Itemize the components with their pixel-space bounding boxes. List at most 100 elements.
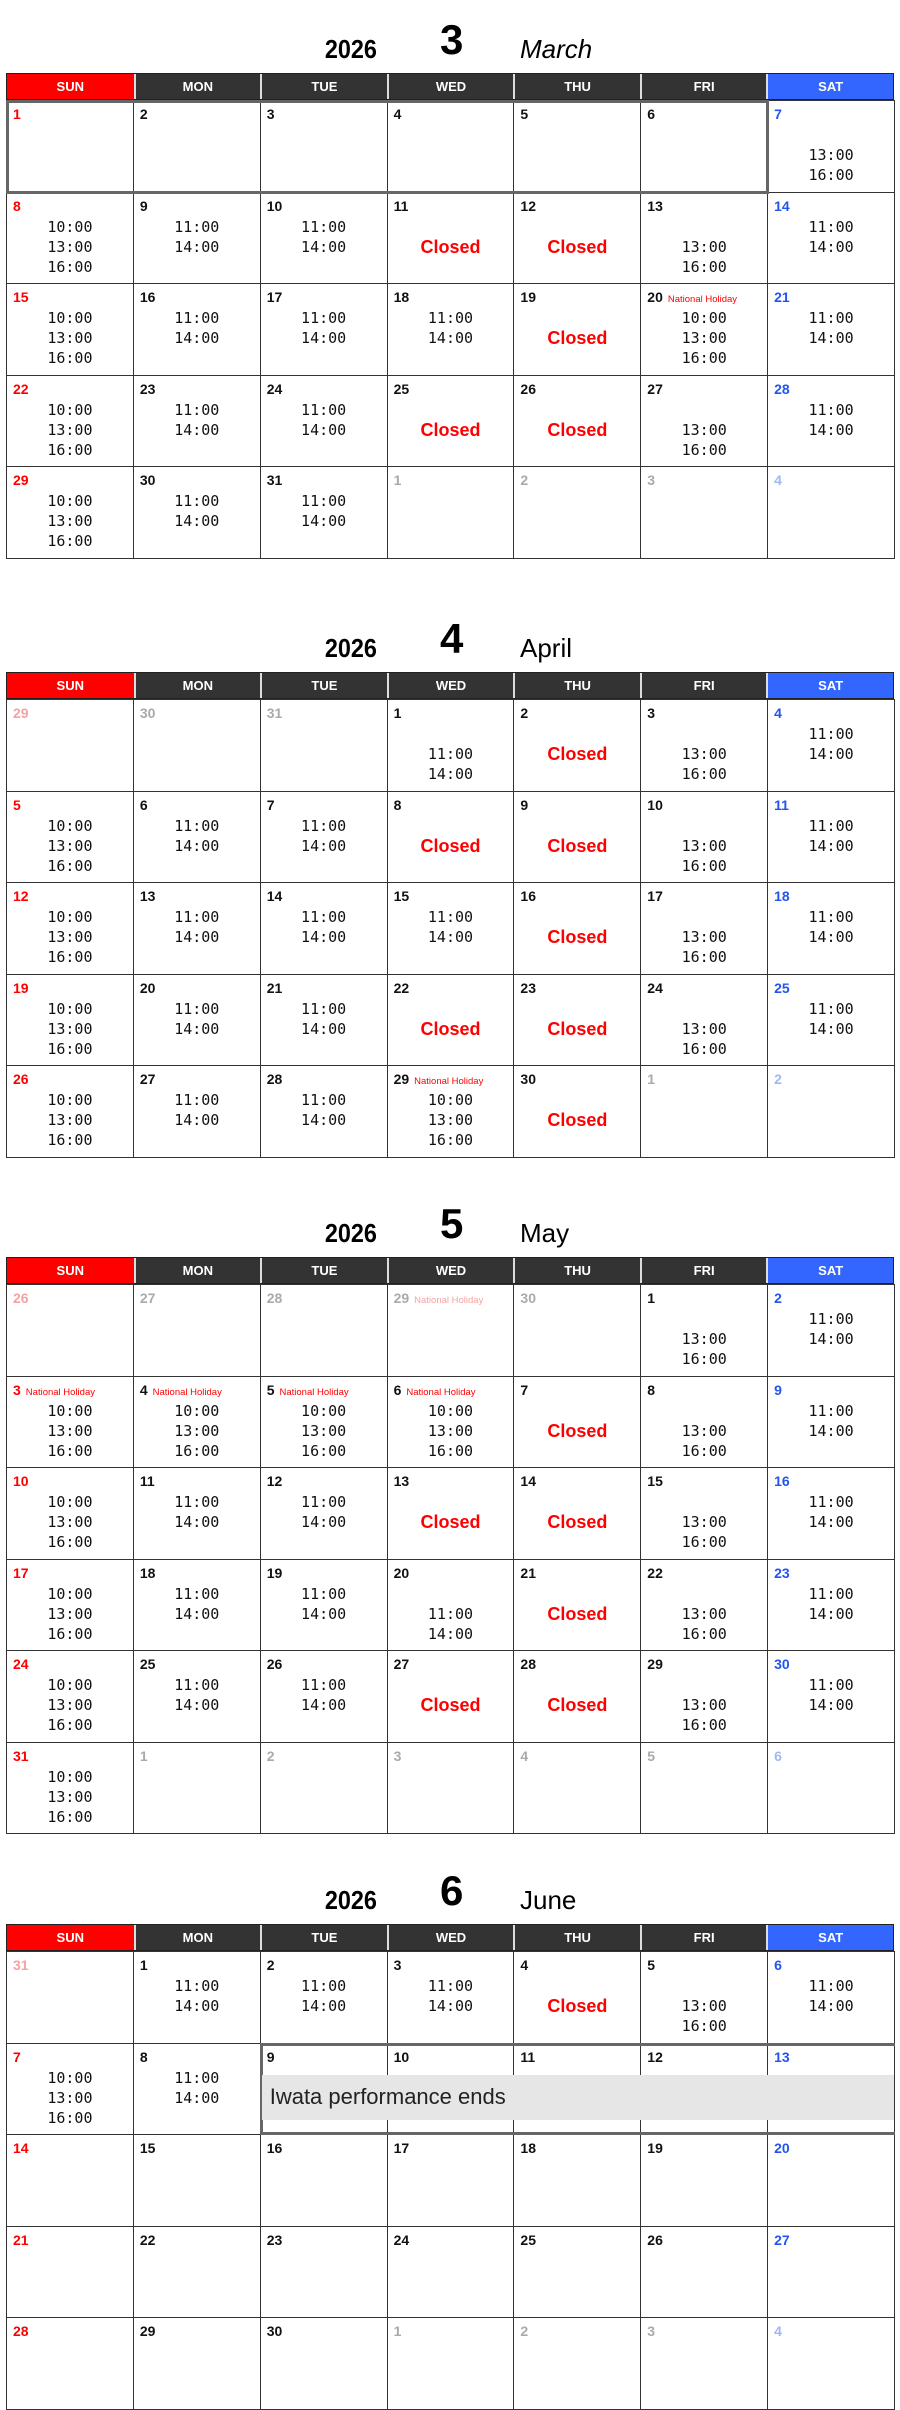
- day-cell[interactable]: 26 11:00 14:00: [260, 1651, 388, 1743]
- time-slot[interactable]: 11:00: [301, 999, 347, 1018]
- day-cell[interactable]: 28 11:00 14:00: [260, 1066, 388, 1158]
- time-slot[interactable]: 16:00: [47, 257, 93, 276]
- day-cell[interactable]: 3: [641, 467, 769, 559]
- day-cell[interactable]: 21: [7, 2226, 134, 2318]
- time-slot[interactable]: 11:00: [174, 1676, 220, 1694]
- time-slot[interactable]: 14:00: [174, 420, 220, 439]
- time-slot[interactable]: 14:00: [808, 1696, 854, 1714]
- day-cell[interactable]: 26: [7, 1285, 134, 1377]
- day-cell[interactable]: 9 Closed: [514, 791, 642, 883]
- time-slot[interactable]: 11:00: [808, 1977, 854, 1995]
- day-cell[interactable]: 5 13:00 16:00: [641, 1952, 769, 2044]
- time-slot[interactable]: 11:00: [174, 1584, 220, 1603]
- day-cell[interactable]: 22 13:00 16:00: [641, 1559, 769, 1651]
- time-slot[interactable]: 14:00: [174, 1513, 220, 1531]
- time-slot[interactable]: 11:00: [427, 309, 474, 327]
- day-cell[interactable]: 20 11:00 14:00: [387, 1559, 515, 1651]
- time-slot[interactable]: 14:00: [301, 1111, 347, 1129]
- day-cell[interactable]: 16: [260, 2135, 388, 2227]
- day-cell[interactable]: 28: [260, 1285, 388, 1377]
- time-slot[interactable]: 13:00: [808, 146, 854, 164]
- time-slot[interactable]: 14:00: [174, 1019, 220, 1038]
- time-slot[interactable]: 11:00: [174, 1091, 220, 1109]
- day-cell[interactable]: 14 Closed: [514, 1468, 642, 1560]
- day-cell[interactable]: 28: [7, 2318, 134, 2410]
- day-cell[interactable]: 31: [7, 1952, 134, 2044]
- time-slot[interactable]: 13:00: [47, 1787, 93, 1806]
- day-cell[interactable]: 31 11:00 14:00: [260, 467, 388, 559]
- day-cell[interactable]: 24 11:00 14:00: [260, 375, 388, 467]
- time-slot[interactable]: 10:00: [47, 217, 93, 236]
- time-slot[interactable]: 14:00: [808, 1019, 854, 1038]
- time-slot[interactable]: 16:00: [808, 166, 854, 184]
- time-slot[interactable]: 11:00: [174, 2068, 220, 2087]
- time-slot[interactable]: 11:00: [301, 1493, 347, 1511]
- time-slot[interactable]: 16:00: [681, 856, 727, 875]
- time-slot[interactable]: 16:00: [681, 1716, 727, 1734]
- day-cell[interactable]: 24 13:00 16:00: [641, 974, 769, 1066]
- time-slot[interactable]: 14:00: [174, 1604, 220, 1623]
- day-cell[interactable]: 13 13:00 16:00: [641, 192, 769, 284]
- time-slot[interactable]: 14:00: [808, 329, 854, 347]
- day-cell[interactable]: 18 11:00 14:00: [387, 284, 515, 376]
- day-cell[interactable]: 26 Closed: [514, 375, 642, 467]
- time-slot[interactable]: 10:00: [47, 816, 93, 835]
- time-slot[interactable]: 14:00: [808, 745, 854, 763]
- day-cell[interactable]: 27 13:00 16:00: [641, 375, 769, 467]
- time-slot[interactable]: 10:00: [47, 1584, 93, 1603]
- day-cell[interactable]: 23 11:00 14:00: [768, 1559, 895, 1651]
- day-cell[interactable]: 5: [514, 101, 642, 193]
- time-slot[interactable]: 11:00: [808, 1493, 854, 1511]
- day-cell[interactable]: 1: [133, 1742, 261, 1834]
- time-slot[interactable]: 16:00: [681, 1350, 727, 1368]
- day-cell[interactable]: 11 11:00 14:00: [768, 791, 895, 883]
- time-slot[interactable]: 14:00: [808, 1421, 854, 1440]
- day-cell[interactable]: 16 11:00 14:00: [768, 1468, 895, 1560]
- day-cell[interactable]: 20: [768, 2135, 895, 2227]
- day-cell[interactable]: 29 National Holiday 10:00 13:00 16:00: [387, 1066, 515, 1158]
- day-cell[interactable]: 17 10:00 13:00 16:00: [7, 1559, 134, 1651]
- time-slot[interactable]: 13:00: [681, 1604, 727, 1623]
- time-slot[interactable]: 11:00: [301, 1977, 347, 1995]
- time-slot[interactable]: 16:00: [47, 856, 93, 875]
- day-cell[interactable]: 1 11:00 14:00: [387, 700, 515, 792]
- time-slot[interactable]: 14:00: [427, 329, 474, 347]
- day-cell[interactable]: 30: [260, 2318, 388, 2410]
- day-cell[interactable]: 28 11:00 14:00: [768, 375, 895, 467]
- time-slot[interactable]: 14:00: [427, 765, 474, 783]
- time-slot[interactable]: 14:00: [174, 1111, 220, 1129]
- day-cell[interactable]: 1 13:00 16:00: [641, 1285, 769, 1377]
- day-cell[interactable]: 26: [641, 2226, 769, 2318]
- day-cell[interactable]: 17 13:00 16:00: [641, 883, 769, 975]
- day-cell[interactable]: 5 National Holiday 10:00 13:00 16:00: [260, 1376, 388, 1468]
- time-slot[interactable]: 16:00: [174, 1441, 220, 1460]
- day-cell[interactable]: 29: [133, 2318, 261, 2410]
- day-cell[interactable]: 29: [7, 700, 134, 792]
- day-cell[interactable]: 2 11:00 14:00: [768, 1285, 895, 1377]
- day-cell[interactable]: 2 Closed: [514, 700, 642, 792]
- time-slot[interactable]: 16:00: [301, 1441, 347, 1460]
- day-cell[interactable]: 24: [387, 2226, 515, 2318]
- day-cell[interactable]: 14 11:00 14:00: [260, 883, 388, 975]
- day-cell[interactable]: 14: [7, 2135, 134, 2227]
- time-slot[interactable]: 16:00: [47, 349, 93, 367]
- time-slot[interactable]: 11:00: [174, 999, 220, 1018]
- time-slot[interactable]: 14:00: [808, 1997, 854, 2015]
- day-cell[interactable]: 19 11:00 14:00: [260, 1559, 388, 1651]
- day-cell[interactable]: 3: [641, 2318, 769, 2410]
- day-cell[interactable]: 2: [514, 467, 642, 559]
- time-slot[interactable]: 11:00: [301, 400, 347, 419]
- time-slot[interactable]: 14:00: [174, 2088, 220, 2107]
- time-slot[interactable]: 13:00: [47, 1604, 93, 1623]
- day-cell[interactable]: 4: [514, 1742, 642, 1834]
- time-slot[interactable]: 14:00: [808, 928, 854, 946]
- time-slot[interactable]: 16:00: [681, 1533, 727, 1551]
- time-slot[interactable]: 14:00: [427, 928, 474, 946]
- day-cell[interactable]: 7 10:00 13:00 16:00: [7, 2043, 134, 2135]
- time-slot[interactable]: 11:00: [808, 999, 854, 1018]
- time-slot[interactable]: 11:00: [174, 1977, 220, 1995]
- time-slot[interactable]: 13:00: [681, 1019, 727, 1038]
- time-slot[interactable]: 16:00: [47, 1441, 93, 1460]
- time-slot[interactable]: 11:00: [808, 400, 854, 419]
- time-slot[interactable]: 11:00: [808, 725, 854, 743]
